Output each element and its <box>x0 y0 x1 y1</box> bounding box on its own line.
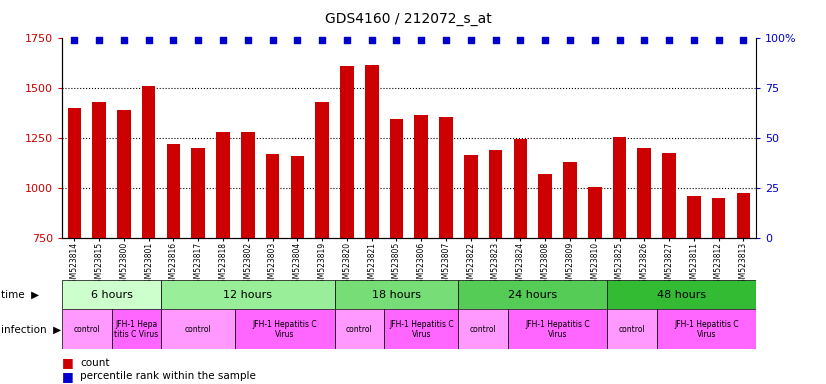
Point <box>316 37 329 43</box>
Point <box>93 37 106 43</box>
Point <box>241 37 254 43</box>
Bar <box>291 156 304 238</box>
Bar <box>192 148 205 238</box>
Bar <box>62 280 161 309</box>
Text: control: control <box>185 325 211 334</box>
Bar <box>390 119 403 238</box>
Bar <box>737 193 750 238</box>
Bar <box>662 153 676 238</box>
Point <box>687 37 700 43</box>
Bar <box>613 137 626 238</box>
Bar <box>93 102 106 238</box>
Bar <box>117 110 131 238</box>
Point <box>489 37 502 43</box>
Bar <box>235 309 335 349</box>
Bar <box>62 309 112 349</box>
Bar <box>335 309 384 349</box>
Bar <box>266 154 279 238</box>
Text: 12 hours: 12 hours <box>223 290 273 300</box>
Bar <box>161 309 235 349</box>
Text: 24 hours: 24 hours <box>508 290 558 300</box>
Bar <box>607 280 756 309</box>
Bar <box>607 309 657 349</box>
Bar <box>458 309 508 349</box>
Bar <box>464 155 477 238</box>
Text: 18 hours: 18 hours <box>372 290 421 300</box>
Point <box>613 37 626 43</box>
Point <box>539 37 552 43</box>
Bar <box>508 309 607 349</box>
Point <box>563 37 577 43</box>
Point <box>142 37 155 43</box>
Bar <box>514 139 527 238</box>
Bar <box>439 117 453 238</box>
Text: control: control <box>346 325 373 334</box>
Text: control: control <box>74 325 100 334</box>
Bar <box>161 280 335 309</box>
Bar <box>112 309 161 349</box>
Text: count: count <box>80 358 110 368</box>
Point <box>365 37 378 43</box>
Text: ■: ■ <box>62 356 74 369</box>
Bar <box>340 66 354 238</box>
Bar <box>142 86 155 238</box>
Bar <box>216 132 230 238</box>
Bar <box>458 280 607 309</box>
Bar <box>539 174 552 238</box>
Text: control: control <box>619 325 645 334</box>
Text: GDS4160 / 212072_s_at: GDS4160 / 212072_s_at <box>325 12 492 25</box>
Text: JFH-1 Hepatitis C
Virus: JFH-1 Hepatitis C Virus <box>389 319 453 339</box>
Point <box>439 37 453 43</box>
Bar <box>335 280 458 309</box>
Text: 48 hours: 48 hours <box>657 290 706 300</box>
Text: 6 hours: 6 hours <box>91 290 132 300</box>
Bar <box>687 196 700 238</box>
Text: percentile rank within the sample: percentile rank within the sample <box>80 371 256 381</box>
Point <box>68 37 81 43</box>
Bar <box>563 162 577 238</box>
Text: JFH-1 Hepatitis C
Virus: JFH-1 Hepatitis C Virus <box>525 319 590 339</box>
Bar <box>489 150 502 238</box>
Text: infection  ▶: infection ▶ <box>1 324 61 334</box>
Point <box>588 37 601 43</box>
Bar <box>68 108 81 238</box>
Point <box>514 37 527 43</box>
Point <box>216 37 230 43</box>
Text: control: control <box>470 325 496 334</box>
Bar <box>241 132 254 238</box>
Point <box>638 37 651 43</box>
Point <box>192 37 205 43</box>
Bar <box>365 65 378 238</box>
Bar <box>657 309 756 349</box>
Bar <box>316 102 329 238</box>
Point <box>415 37 428 43</box>
Bar <box>638 148 651 238</box>
Point <box>662 37 676 43</box>
Text: JFH-1 Hepa
titis C Virus: JFH-1 Hepa titis C Virus <box>114 319 159 339</box>
Text: JFH-1 Hepatitis C
Virus: JFH-1 Hepatitis C Virus <box>674 319 738 339</box>
Point <box>117 37 131 43</box>
Bar <box>712 198 725 238</box>
Text: ■: ■ <box>62 370 74 383</box>
Point <box>266 37 279 43</box>
Bar <box>384 309 458 349</box>
Point <box>737 37 750 43</box>
Point <box>291 37 304 43</box>
Bar <box>588 187 601 238</box>
Text: time  ▶: time ▶ <box>1 290 39 300</box>
Point <box>712 37 725 43</box>
Bar <box>167 144 180 238</box>
Text: JFH-1 Hepatitis C
Virus: JFH-1 Hepatitis C Virus <box>253 319 317 339</box>
Bar <box>415 115 428 238</box>
Point <box>167 37 180 43</box>
Point <box>464 37 477 43</box>
Point <box>340 37 354 43</box>
Point <box>390 37 403 43</box>
